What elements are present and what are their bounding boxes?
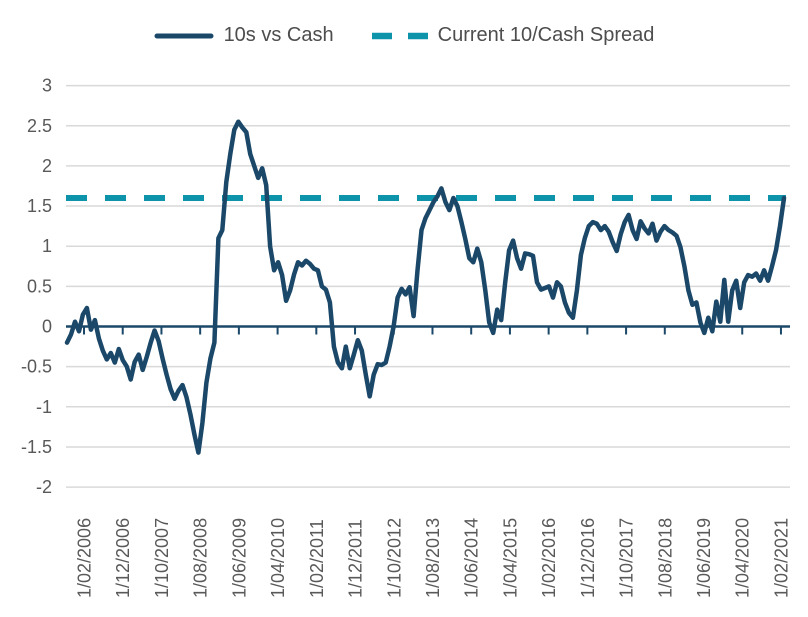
x-axis-tick-label: 1/06/2014 xyxy=(462,518,482,598)
legend-item-10s-vs-cash: 10s vs Cash xyxy=(154,24,334,47)
x-axis-tick-label: 1/06/2009 xyxy=(229,518,249,598)
x-axis-tick-label: 1/02/2006 xyxy=(75,518,95,598)
legend-item-current-spread: Current 10/Cash Spread xyxy=(371,24,655,47)
y-axis-tick-label: -2 xyxy=(36,477,52,497)
x-axis-tick-label: 1/04/2010 xyxy=(268,518,288,598)
solid-line-swatch-icon xyxy=(154,33,214,38)
x-axis-tick-label: 1/02/2011 xyxy=(307,519,327,598)
x-axis-tick-label: 1/10/2012 xyxy=(384,518,404,598)
x-axis-tick-label: 1/06/2019 xyxy=(694,518,714,598)
y-axis-tick-label: 0 xyxy=(42,317,52,337)
y-axis-tick-label: 1 xyxy=(42,236,52,256)
chart-legend: 10s vs Cash Current 10/Cash Spread xyxy=(0,24,808,47)
y-axis-tick-label: 2.5 xyxy=(27,116,52,136)
y-axis-tick-label: -0.5 xyxy=(21,357,52,377)
legend-label-10s-vs-cash: 10s vs Cash xyxy=(223,24,334,46)
y-axis-tick-label: 0.5 xyxy=(27,276,52,296)
x-axis-tick-label: 1/08/2018 xyxy=(655,518,675,598)
spread-series-line xyxy=(64,119,787,455)
x-axis-tick-label: 1/12/2016 xyxy=(578,518,598,598)
x-axis-tick-label: 1/08/2008 xyxy=(191,518,211,598)
x-axis-tick-label: 1/02/2016 xyxy=(539,518,559,598)
x-axis-tick-label: 1/12/2011 xyxy=(346,519,366,598)
x-axis-tick-label: 1/08/2013 xyxy=(423,518,443,598)
y-axis-tick-label: 1.5 xyxy=(27,196,52,216)
legend-label-current-spread: Current 10/Cash Spread xyxy=(437,24,655,46)
y-axis-tick-label: -1 xyxy=(36,397,52,417)
dashed-line-swatch-icon xyxy=(371,32,428,39)
x-axis-tick-label: 1/10/2017 xyxy=(617,518,637,598)
x-axis-tick-label: 1/02/2021 xyxy=(771,518,791,598)
y-axis-tick-label: -1.5 xyxy=(21,437,52,457)
x-axis-tick-label: 1/10/2007 xyxy=(152,518,172,598)
x-axis-tick-label: 1/04/2020 xyxy=(733,518,753,598)
x-axis-tick-label: 1/04/2015 xyxy=(500,518,520,598)
x-axis-tick-label: 1/12/2006 xyxy=(113,518,133,598)
y-axis-tick-label: 3 xyxy=(42,76,52,96)
y-axis-tick-label: 2 xyxy=(42,156,52,176)
